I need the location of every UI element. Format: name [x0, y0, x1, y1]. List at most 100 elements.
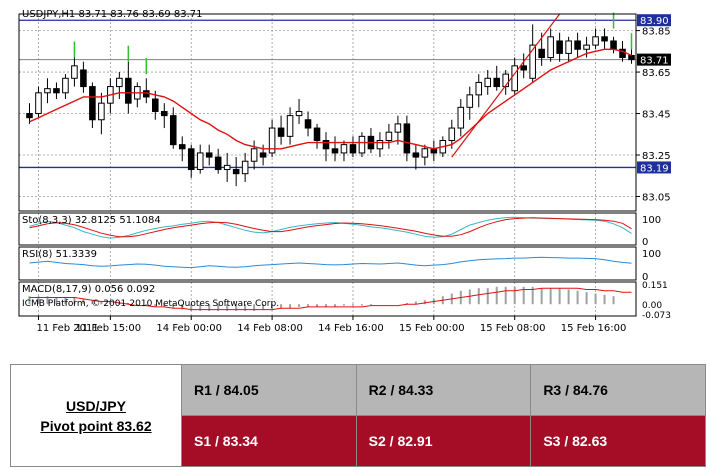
y-tick-label: 83.45 — [642, 110, 671, 121]
resistance-r1: R1 / 84.05 — [181, 364, 357, 416]
indicator-tick-label: 100 — [642, 215, 661, 226]
candle — [529, 44, 536, 79]
candle — [592, 36, 599, 46]
candle — [349, 144, 357, 154]
candle — [313, 127, 321, 141]
candle — [340, 144, 348, 154]
candle — [385, 131, 393, 141]
candle — [250, 148, 258, 162]
current-price-tag — [637, 53, 671, 66]
candle — [53, 88, 60, 94]
candle — [286, 115, 294, 137]
indicator-panes — [28, 216, 632, 311]
candle — [241, 160, 249, 175]
candle — [125, 77, 132, 104]
candle — [520, 65, 527, 71]
candle — [556, 40, 563, 54]
candle — [80, 69, 87, 88]
candle — [331, 148, 339, 154]
pair-cell: USD/JPY Pivot point 83.62 — [10, 364, 182, 467]
pane-frame-3 — [18, 281, 637, 317]
x-tick-label: 14 Feb 00:00 — [156, 323, 222, 334]
pane-frame-0 — [18, 13, 637, 212]
candle — [448, 127, 456, 141]
candle — [565, 40, 572, 54]
indicator-tick-label: -0.073 — [642, 311, 671, 321]
candle — [502, 73, 509, 88]
macd-signal-line — [29, 287, 632, 311]
trend-line — [451, 13, 561, 158]
moving-average-line — [29, 48, 632, 150]
candle — [62, 77, 69, 94]
indicator-line-rsi — [29, 256, 632, 269]
pane-frame-2 — [18, 246, 637, 281]
x-tick-label: 11 Feb 15:00 — [76, 323, 142, 334]
candle — [610, 40, 617, 50]
indicator-label: Sto(8,3,3) 32.8125 51.1084 — [22, 215, 161, 226]
candle — [403, 123, 411, 154]
y-tick-label: 83.05 — [642, 192, 671, 203]
candle — [152, 98, 159, 112]
indicator-label: MACD(8,17,9) 0.056 0.092 — [22, 284, 155, 295]
y-tick-label: 83.65 — [642, 68, 671, 79]
candle — [394, 123, 402, 133]
candle — [322, 139, 330, 150]
candle — [412, 152, 420, 158]
candle — [98, 102, 105, 121]
pair-label: USD/JPY — [66, 397, 126, 414]
candle — [295, 110, 303, 117]
candle — [574, 40, 581, 50]
indicator-tick-label: 0 — [642, 237, 648, 248]
candle — [26, 113, 33, 119]
candle — [268, 127, 276, 154]
y-tick-label: 83.85 — [642, 27, 671, 38]
candle — [71, 65, 78, 79]
pivot-point-label: Pivot point 83.62 — [40, 417, 152, 434]
candle — [619, 48, 626, 59]
level-price-label: 83.19 — [640, 163, 669, 174]
candle — [457, 106, 465, 129]
main-price-pane — [19, 12, 636, 187]
axes — [18, 13, 671, 320]
candle — [223, 164, 231, 171]
candle — [493, 77, 501, 88]
support-s3: S3 / 82.63 — [530, 415, 706, 467]
level-price-label: 83.90 — [640, 16, 669, 27]
chart-header: USDJPY,H1 83.71 83.76 83.69 83.71 — [22, 9, 203, 20]
candle — [232, 169, 240, 175]
current-price-label: 83.71 — [640, 56, 669, 67]
candle — [475, 81, 483, 96]
candle — [583, 44, 590, 50]
candle — [187, 148, 195, 171]
indicator-line-signal — [29, 217, 632, 238]
indicator-tick-label: 0 — [642, 272, 648, 283]
candle — [196, 152, 204, 171]
candle — [44, 88, 51, 94]
candle — [259, 152, 267, 158]
x-tick-label: 15 Feb 16:00 — [561, 323, 627, 334]
platform-copyright: ICMB Platform, © 2001-2010 MetaQuotes So… — [22, 299, 279, 309]
candle — [466, 94, 474, 108]
x-tick-label: 11 Feb 2011 — [36, 323, 98, 334]
candle — [484, 77, 492, 88]
support-s2: S2 / 82.91 — [355, 415, 532, 467]
candle — [214, 156, 222, 171]
candle — [205, 152, 213, 158]
indicator-tick-label: 100 — [642, 249, 661, 260]
resistance-r3: R3 / 84.76 — [530, 364, 706, 416]
grid-lines — [19, 14, 636, 316]
level-price-tag — [637, 14, 671, 27]
candle — [421, 148, 429, 158]
candle — [601, 36, 608, 42]
candle — [116, 77, 123, 88]
x-tick-label: 14 Feb 16:00 — [318, 323, 384, 334]
indicator-tick-label: 0.151 — [642, 281, 668, 291]
candle — [160, 110, 168, 117]
y-tick-label: 83.25 — [642, 151, 671, 162]
resistance-r2: R2 / 84.33 — [355, 364, 532, 416]
candle — [169, 115, 177, 146]
candle — [277, 127, 285, 137]
support-s1: S1 / 83.34 — [181, 415, 357, 467]
